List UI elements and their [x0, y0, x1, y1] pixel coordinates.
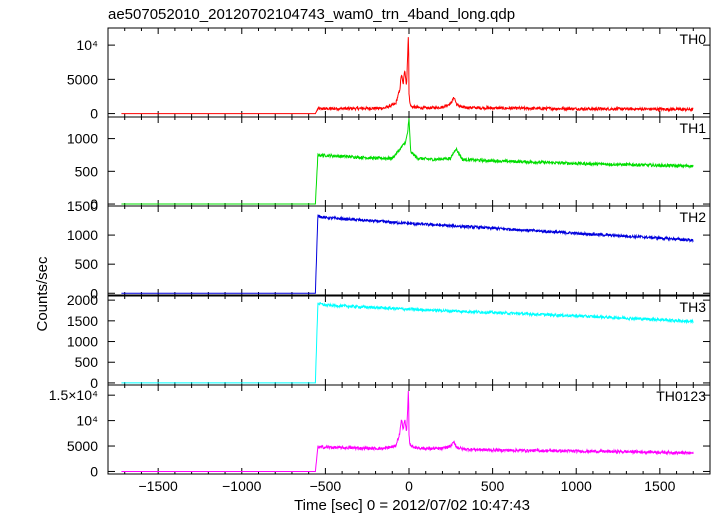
panel-label: TH0	[680, 31, 707, 47]
y-tick-label: 500	[75, 354, 99, 370]
x-tick-label: −1500	[139, 478, 179, 494]
x-tick-label: 1500	[644, 478, 675, 494]
y-tick-label: 5000	[67, 71, 98, 87]
y-tick-label: 1000	[67, 227, 98, 243]
panel-th0123: 0 5000 10⁴ 1.5×10⁴ TH0123	[49, 384, 711, 479]
y-tick-label: 1.5×10⁴	[49, 387, 98, 403]
x-axis-label: Time [sec] 0 = 2012/07/02 10:47:43	[294, 497, 530, 514]
y-axis-label: Counts/sec	[34, 256, 51, 332]
series-line-th3	[121, 301, 694, 384]
x-tick-label: 500	[481, 478, 505, 494]
panel-frame	[107, 116, 711, 207]
y-tick-label: 1000	[67, 334, 98, 350]
panel-frame	[107, 205, 711, 296]
y-tick-label: 500	[75, 163, 99, 179]
x-tick-label: −500	[310, 478, 342, 494]
y-tick-label: 500	[75, 256, 99, 272]
y-tick-label: 10⁴	[76, 37, 98, 53]
panel-label: TH1	[680, 120, 707, 136]
panel-th0: 0 5000 10⁴ TH0	[67, 27, 711, 122]
y-tick-label: 0	[90, 463, 98, 479]
series-line-th0	[121, 37, 694, 115]
panel-th3: 0 500 1000 1500 2000 TH3	[67, 292, 711, 391]
y-tick-label: 0	[90, 106, 98, 122]
panel-th1: 0 500 1000 TH1	[67, 116, 711, 212]
y-tick-label: 0	[90, 196, 98, 212]
panel-label: TH3	[680, 299, 707, 315]
y-tick-label: 10⁴	[76, 413, 98, 429]
panel-th2: 0 500 1000 1500 TH2	[67, 198, 711, 301]
x-tick-label: 0	[405, 478, 413, 494]
panel-label: TH2	[680, 209, 707, 225]
y-tick-label: 1000	[67, 131, 98, 147]
chart-title: ae507052010_20120702104743_wam0_trn_4ban…	[108, 6, 515, 23]
y-tick-label: 1500	[67, 198, 98, 214]
panel-label: TH0123	[656, 388, 706, 404]
y-tick-label: 0	[90, 375, 98, 391]
y-tick-label: 5000	[67, 438, 98, 454]
x-tick-label: −1000	[222, 478, 262, 494]
y-tick-label: 0	[90, 285, 98, 301]
y-tick-label: 2000	[67, 292, 98, 308]
series-line-th0123	[121, 390, 694, 472]
x-tick-label: 1000	[561, 478, 592, 494]
y-tick-label: 1500	[67, 313, 98, 329]
series-line-th1	[121, 118, 694, 205]
series-line-th2	[121, 214, 694, 294]
